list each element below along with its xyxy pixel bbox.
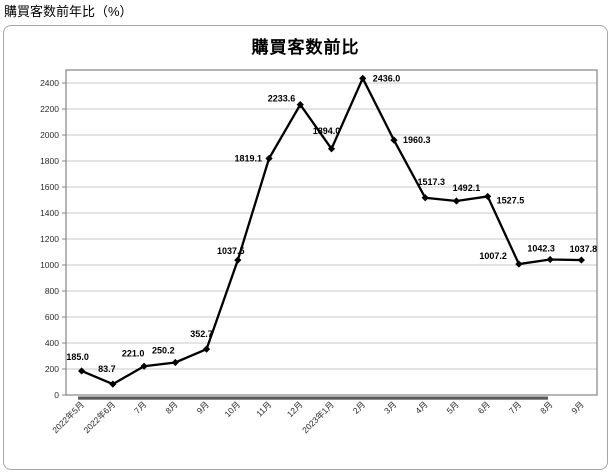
data-label: 1037.5 <box>217 246 245 256</box>
data-point-marker <box>515 260 523 268</box>
y-axis-label: 2000 <box>40 130 59 140</box>
y-axis-label: 800 <box>45 286 59 296</box>
data-point-marker <box>390 136 398 144</box>
x-axis-label: 7月 <box>507 399 523 415</box>
x-axis-label: 6月 <box>476 399 492 415</box>
data-point-marker <box>171 358 179 367</box>
x-axis-label: 3月 <box>382 399 398 415</box>
x-axis-label: 2023年1月 <box>300 399 336 435</box>
data-point-marker <box>327 145 336 153</box>
data-label: 185.0 <box>66 352 89 362</box>
data-label: 1037.8 <box>570 244 598 254</box>
y-axis-label: 1800 <box>40 156 59 166</box>
data-label: 1819.1 <box>234 154 262 164</box>
x-axis-label: 2月 <box>351 399 367 415</box>
data-label: 2436.0 <box>373 73 401 83</box>
x-axis-label: 5月 <box>444 399 460 415</box>
data-label: 1007.2 <box>479 251 507 261</box>
chart-area <box>3 25 608 470</box>
y-axis-label: 400 <box>45 338 59 348</box>
data-label: 1492.1 <box>453 183 481 193</box>
data-point-marker <box>546 255 554 264</box>
chart-title: 購買客数前比 <box>251 38 360 57</box>
x-axis-label: 7月 <box>132 399 148 415</box>
data-label: 1894.0 <box>313 126 341 136</box>
data-label: 352.7 <box>190 329 213 339</box>
data-point-marker <box>484 192 492 201</box>
y-axis-label: 0 <box>54 390 59 400</box>
data-point-marker <box>78 367 86 375</box>
data-label: 1517.3 <box>417 177 445 187</box>
data-point-marker <box>109 380 117 388</box>
x-axis-label: 4月 <box>413 399 429 415</box>
y-axis-label: 1000 <box>40 260 59 270</box>
data-point-marker <box>577 256 585 264</box>
y-axis-label: 600 <box>45 312 59 322</box>
data-label: 2233.6 <box>268 94 296 104</box>
data-point-marker <box>265 154 273 163</box>
data-point-marker <box>140 362 148 370</box>
page-title: 購買客数前年比（%） <box>4 4 133 19</box>
data-point-marker <box>202 345 211 353</box>
data-point-marker <box>421 194 429 202</box>
y-axis-label: 200 <box>45 364 59 374</box>
series-line <box>81 75 582 386</box>
x-axis-label: 12月 <box>285 399 305 419</box>
y-axis-label: 1200 <box>40 234 59 244</box>
x-axis-line <box>78 396 548 400</box>
data-point-marker <box>296 101 304 109</box>
x-axis-label: 8月 <box>163 399 179 415</box>
x-axis-label: 11月 <box>254 399 273 418</box>
data-label: 221.0 <box>122 348 145 358</box>
y-axis-label: 2200 <box>40 104 59 114</box>
data-label: 83.7 <box>98 364 116 374</box>
y-axis-label: 2400 <box>40 78 59 88</box>
data-label: 1042.3 <box>527 244 555 254</box>
data-label: 1527.5 <box>497 195 525 205</box>
data-point-marker <box>452 197 461 205</box>
data-point-marker <box>359 74 367 82</box>
x-axis-label: 10月 <box>222 399 242 419</box>
data-point-marker <box>234 256 242 264</box>
x-axis-label: 2022年6月 <box>81 399 117 435</box>
data-label: 250.2 <box>152 345 175 355</box>
x-axis-label: 9月 <box>195 399 211 415</box>
x-axis-label: 8月 <box>538 399 554 415</box>
x-axis-label: 2022年5月 <box>50 399 86 435</box>
y-axis-label: 1400 <box>40 208 59 218</box>
plot-border <box>65 69 598 396</box>
data-label: 1960.3 <box>403 135 431 145</box>
y-axis-label: 1600 <box>40 182 59 192</box>
x-axis-label: 9月 <box>569 399 585 415</box>
